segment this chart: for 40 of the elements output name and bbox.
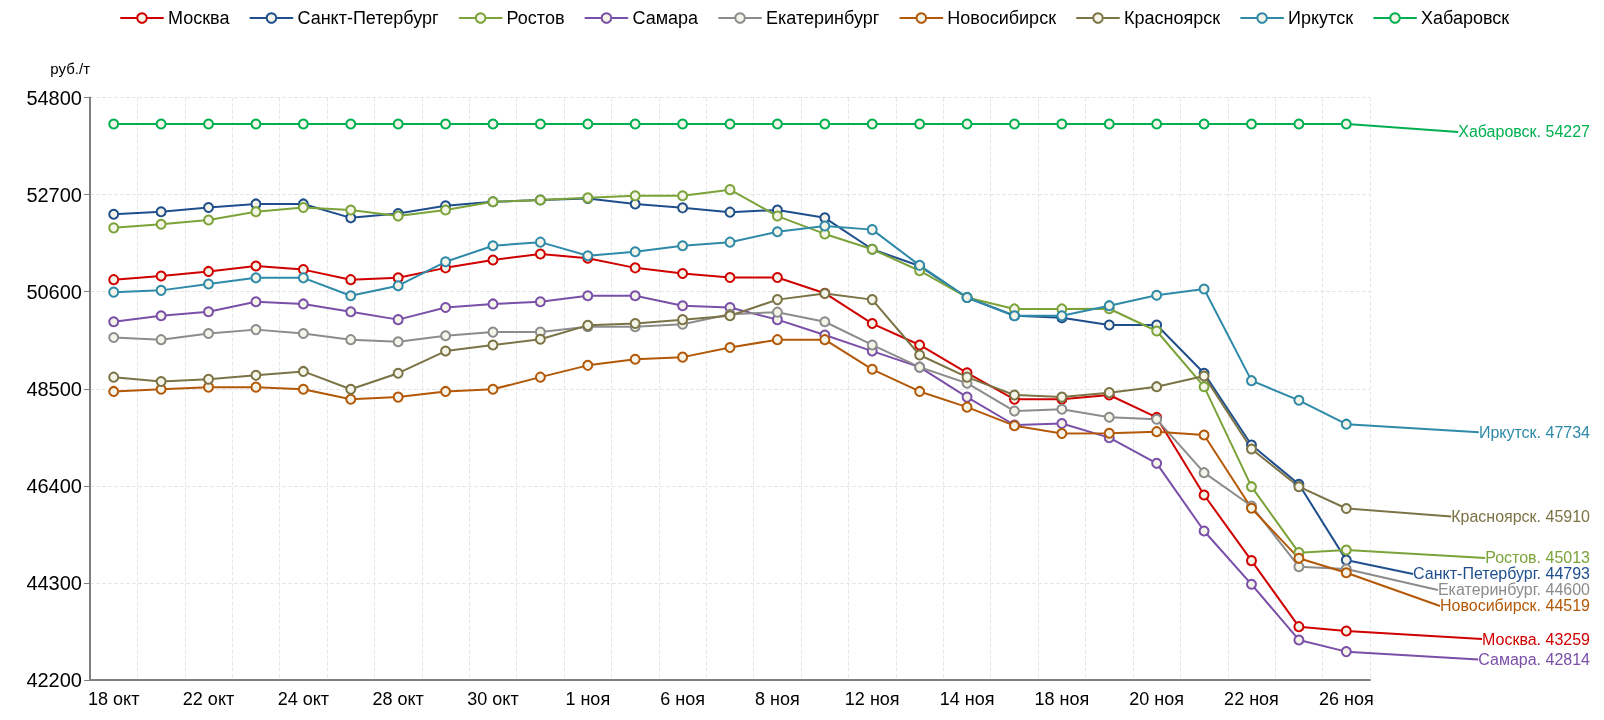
y-tick-label: 50600 bbox=[26, 280, 82, 303]
data-label: Хабаровск. 54227 bbox=[1458, 123, 1591, 141]
x-tick-label: 22 окт bbox=[182, 689, 235, 709]
legend-label: Москва bbox=[168, 8, 231, 28]
y-tick-label: 54800 bbox=[26, 86, 82, 109]
y-axis-title: руб./т bbox=[50, 59, 91, 77]
x-tick-label: 8 ноя bbox=[755, 689, 800, 709]
x-tick-label: 14 ноя bbox=[939, 689, 995, 709]
y-tick-label: 52700 bbox=[26, 183, 82, 206]
legend-label: Екатеринбург bbox=[766, 8, 880, 28]
legend-label: Санкт-Петербург bbox=[297, 8, 440, 28]
data-label: Новосибирск. 44519 bbox=[1440, 597, 1591, 615]
x-tick-label: 24 окт bbox=[277, 689, 330, 709]
x-tick-label: 12 ноя bbox=[844, 689, 900, 709]
x-tick-label: 20 ноя bbox=[1129, 689, 1185, 709]
legend-label: Самара bbox=[632, 8, 700, 28]
y-tick-label: 42200 bbox=[26, 669, 82, 691]
data-label: Москва. 43259 bbox=[1481, 630, 1591, 648]
x-tick-label: 18 ноя bbox=[1034, 689, 1090, 709]
data-label: Иркутск. 47734 bbox=[1478, 423, 1591, 441]
legend-label: Хабаровск bbox=[1421, 8, 1510, 28]
y-tick-label: 46400 bbox=[26, 474, 82, 497]
y-tick-label: 48500 bbox=[26, 377, 82, 400]
data-label: Екатеринбург. 44600 bbox=[1437, 581, 1591, 599]
x-tick-label: 22 ноя bbox=[1224, 689, 1279, 709]
legend-label: Новосибирск bbox=[947, 8, 1057, 28]
y-tick-label: 44300 bbox=[26, 571, 82, 594]
data-label: Красноярск. 45910 bbox=[1451, 507, 1591, 525]
legend-label: Красноярск bbox=[1124, 8, 1221, 28]
x-tick-label: 26 ноя bbox=[1318, 689, 1374, 709]
x-tick-label: 30 окт bbox=[467, 689, 519, 709]
data-label: Санкт-Петербург. 44793 bbox=[1413, 565, 1591, 583]
x-tick-label: 6 ноя bbox=[660, 689, 705, 709]
x-tick-label: 28 окт bbox=[372, 689, 424, 709]
x-tick-label: 18 окт bbox=[88, 689, 140, 709]
legend-label: Ростов bbox=[506, 8, 565, 28]
data-label: Самара. 42814 bbox=[1478, 651, 1591, 669]
x-tick-label: 1 ноя bbox=[565, 689, 611, 709]
data-label: Ростов. 45013 bbox=[1485, 549, 1591, 567]
legend-label: Иркутск bbox=[1288, 8, 1354, 28]
